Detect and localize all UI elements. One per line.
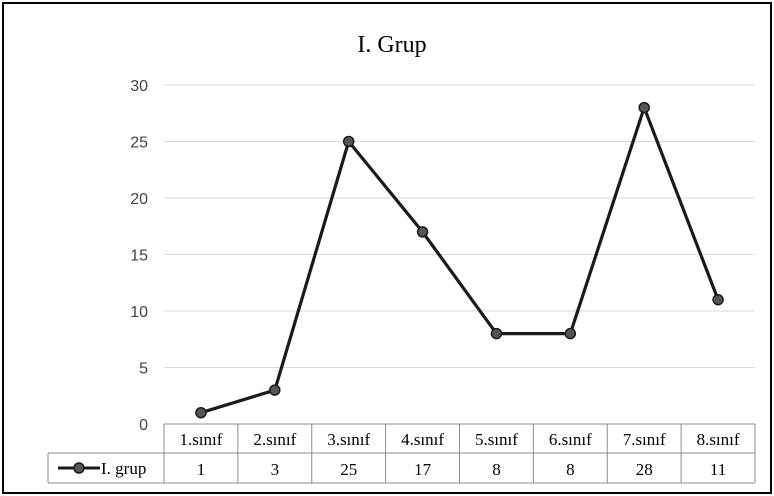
- x-category-label: 4.sınıf: [401, 430, 444, 449]
- data-table-value: 1: [197, 460, 206, 479]
- y-axis: 0 5 10 15 20 25 30: [130, 78, 148, 434]
- data-table: 1.sınıf 1 2.sınıf 3 3.sınıf 25 4.sınıf 17 5.sını…: [47, 423, 756, 484]
- data-point-marker: [269, 384, 281, 396]
- x-category-label: 1.sınıf: [179, 430, 222, 449]
- x-category-label: 3.sınıf: [327, 430, 370, 449]
- y-tick-label: 25: [130, 135, 148, 152]
- data-table-value: 3: [271, 460, 280, 479]
- data-point-marker: [638, 101, 650, 114]
- chart-title: I. Grup: [357, 32, 426, 58]
- y-tick-label: 15: [130, 248, 148, 265]
- legend-marker-swatch: [73, 462, 85, 474]
- x-category-label: 2.sınıf: [253, 430, 296, 449]
- data-point-marker: [490, 327, 503, 340]
- data-table-value: 8: [492, 460, 501, 479]
- data-point-marker: [712, 293, 724, 306]
- gridlines: [164, 84, 755, 368]
- data-table-value: 17: [414, 460, 432, 479]
- x-category-label: 6.sınıf: [549, 430, 592, 449]
- y-tick-label: 30: [130, 78, 148, 95]
- data-table-value: 25: [340, 460, 357, 479]
- x-category-label: 5.sınıf: [475, 430, 518, 449]
- y-tick-label: 10: [130, 304, 148, 321]
- data-table-value: 11: [710, 460, 726, 479]
- x-category-label: 8.sınıf: [697, 430, 740, 449]
- legend-label: I. grup: [101, 459, 146, 478]
- series-line-group: [195, 101, 724, 419]
- x-category-label: 7.sınıf: [623, 430, 666, 449]
- data-point-marker: [416, 226, 429, 238]
- series-line: [200, 105, 720, 415]
- data-point-marker: [195, 406, 207, 419]
- data-point-marker: [342, 135, 355, 148]
- data-table-value: 8: [566, 460, 575, 479]
- legend-key: I. grup: [58, 459, 146, 478]
- data-table-value: 28: [636, 460, 653, 479]
- y-tick-label: 0: [139, 417, 148, 434]
- y-tick-label: 5: [139, 361, 148, 378]
- y-tick-label: 20: [130, 191, 148, 208]
- data-point-marker: [564, 327, 577, 340]
